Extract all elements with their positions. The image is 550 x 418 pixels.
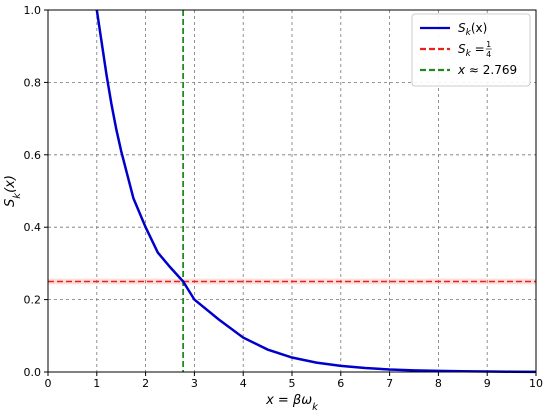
series-line-sk — [95, 9, 537, 374]
y-tick-label: 0.2 — [24, 294, 42, 307]
y-tick-label: 1.0 — [24, 4, 42, 17]
legend-fraction-numerator: 1 — [486, 40, 491, 49]
x-tick-label: 2 — [142, 377, 149, 390]
y-tick-label: 0.4 — [24, 221, 42, 234]
y-tick-label: 0.6 — [24, 149, 42, 162]
reference-lines — [48, 10, 536, 372]
y-axis-ticks: 0.0 0.2 0.4 0.6 0.8 1.0 — [24, 4, 48, 379]
x-tick-label: 3 — [191, 377, 198, 390]
x-tick-label: 1 — [93, 377, 100, 390]
x-tick-label: 8 — [435, 377, 442, 390]
legend: Sk(x) Sk = 14 x ≈ 2.769 — [411, 13, 531, 87]
y-tick-label: 0.8 — [24, 76, 42, 89]
legend-label: Sk = — [458, 42, 485, 59]
y-tick-label: 0.0 — [24, 366, 42, 379]
x-tick-label: 9 — [484, 377, 491, 390]
legend-fraction-denominator: 4 — [486, 50, 491, 59]
legend-box — [411, 13, 531, 87]
x-tick-label: 0 — [45, 377, 52, 390]
x-tick-label: 5 — [289, 377, 296, 390]
legend-label: Sk(x) — [458, 21, 487, 38]
x-axis-label: x = βωk — [265, 393, 319, 413]
x-tick-label: 7 — [386, 377, 393, 390]
x-axis-ticks: 0 1 2 3 4 5 6 7 8 9 10 — [45, 372, 543, 390]
y-axis-label: Sk(x) — [3, 175, 23, 207]
x-tick-label: 4 — [240, 377, 247, 390]
x-tick-label: 6 — [337, 377, 344, 390]
x-tick-label: 10 — [529, 377, 543, 390]
legend-label: x ≈ 2.769 — [457, 63, 517, 77]
